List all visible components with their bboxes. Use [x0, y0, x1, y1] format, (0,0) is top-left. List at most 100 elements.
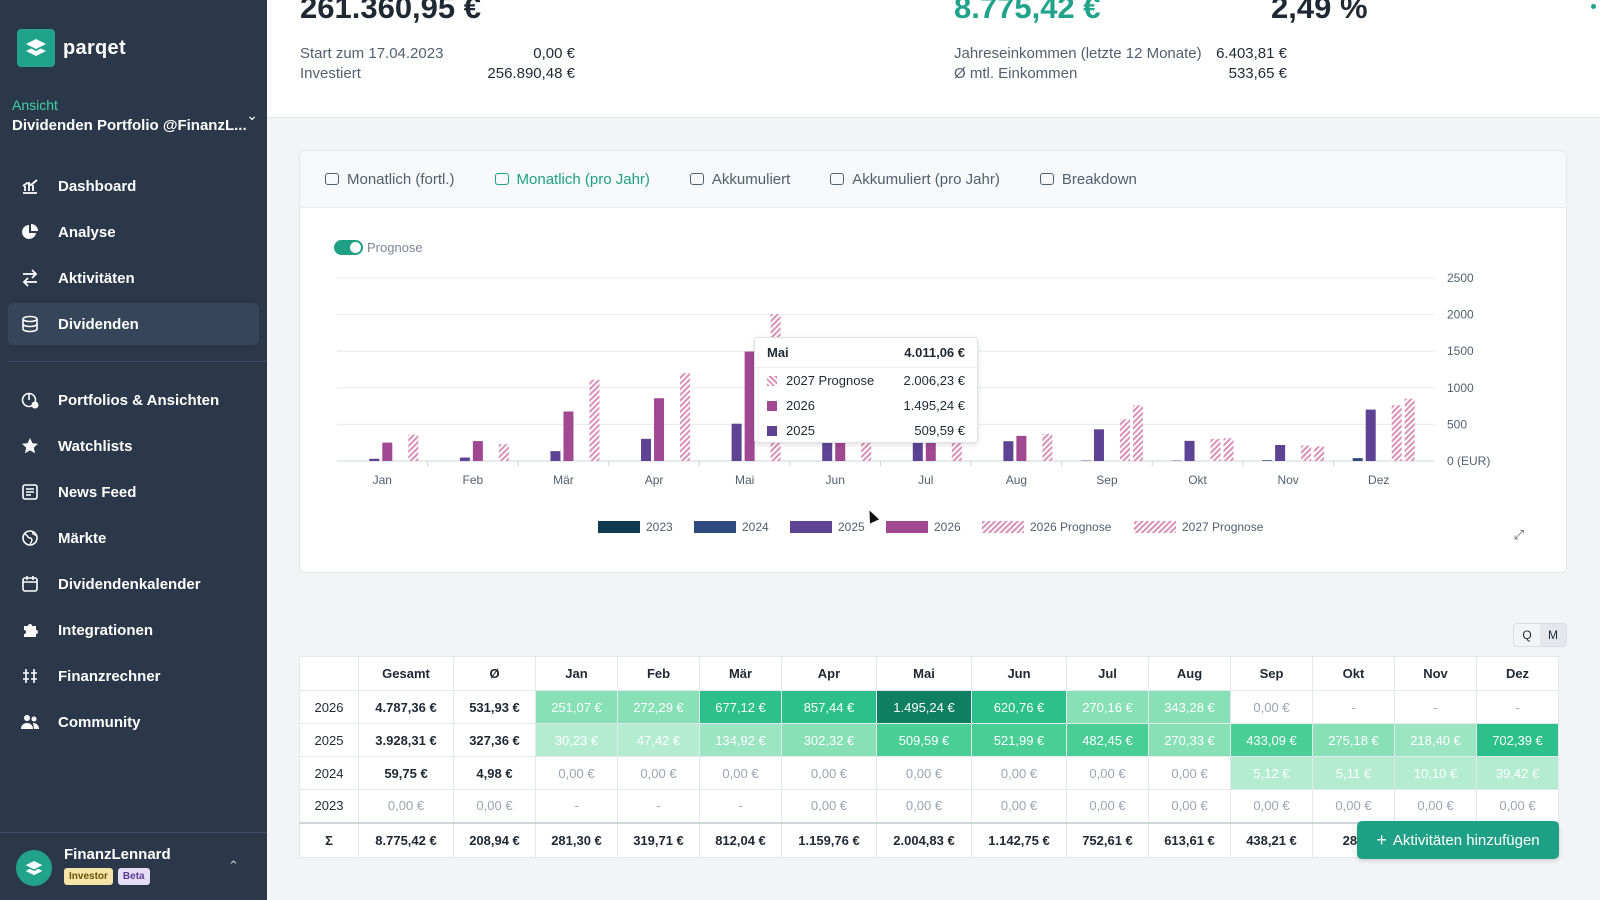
- table-cell: 134,92 €: [699, 723, 782, 757]
- table-cell: 343,28 €: [1148, 690, 1231, 724]
- bar-2025: [1184, 440, 1195, 461]
- sum-cell: 613,61 €: [1148, 821, 1231, 858]
- quarter-month-toggle[interactable]: Q M: [1513, 623, 1567, 647]
- bar-2025: [1003, 441, 1014, 461]
- sidebar-item-label: Portfolios & Ansichten: [58, 391, 220, 409]
- column-header[interactable]: Gesamt: [358, 656, 454, 691]
- sidebar-item-märkte[interactable]: Märkte: [8, 517, 259, 559]
- tab-breakdown[interactable]: Breakdown: [1039, 171, 1137, 188]
- column-header[interactable]: Jun: [971, 656, 1067, 691]
- table-cell: 251,07 €: [535, 690, 618, 724]
- column-header[interactable]: Feb: [617, 656, 700, 691]
- portfolio-icon: [20, 390, 40, 410]
- sidebar: parqet Ansicht Dividenden Portfolio @Fin…: [0, 0, 267, 900]
- y-tick-label: 500: [1447, 417, 1467, 431]
- total-value: 261.360,95 €: [300, 0, 482, 25]
- x-tick-label: Mär: [553, 473, 574, 487]
- month-button[interactable]: M: [1540, 624, 1566, 646]
- y-tick-label: 1000: [1447, 381, 1474, 395]
- column-header[interactable]: Jan: [535, 656, 618, 691]
- y-tick-label: 2500: [1447, 271, 1474, 285]
- bar-2025: [459, 457, 470, 461]
- legend-swatch: [982, 521, 1024, 533]
- table-cell: 857,44 €: [781, 690, 877, 724]
- column-header[interactable]: Nov: [1394, 656, 1477, 691]
- chevron-up-icon[interactable]: ⌃: [228, 858, 239, 873]
- user-profile[interactable]: FinanzLennard Investor Beta: [16, 846, 171, 886]
- column-header[interactable]: [299, 656, 359, 691]
- column-header[interactable]: Mai: [876, 656, 972, 691]
- column-header[interactable]: Apr: [781, 656, 877, 691]
- table-cell: 0,00 €: [971, 789, 1067, 823]
- table-cell: -: [699, 789, 782, 823]
- tab-monatlich-fortl[interactable]: Monatlich (fortl.): [325, 171, 455, 188]
- legend-swatch: [886, 521, 928, 533]
- column-header[interactable]: Jul: [1066, 656, 1149, 691]
- sidebar-item-dividenden[interactable]: Dividenden: [8, 303, 259, 345]
- table-cell: 531,93 €: [453, 690, 536, 724]
- sum-cell: 2.004,83 €: [876, 821, 972, 858]
- view-selector[interactable]: Ansicht Dividenden Portfolio @FinanzL...…: [12, 97, 258, 134]
- tooltip-row-label: 2025: [786, 423, 815, 438]
- legend-label: 2026 Prognose: [1030, 520, 1112, 534]
- sidebar-item-analyse[interactable]: Analyse: [8, 211, 259, 253]
- add-activities-label: Aktivitäten hinzufügen: [1392, 831, 1540, 849]
- column-header[interactable]: Aug: [1148, 656, 1231, 691]
- sidebar-item-watchlists[interactable]: Watchlists: [8, 425, 259, 467]
- app-logo[interactable]: parqet: [17, 29, 126, 67]
- table-cell: 0,00 €: [699, 756, 782, 790]
- sidebar-item-portfolios-ansichten[interactable]: Portfolios & Ansichten: [8, 379, 259, 421]
- add-activities-button[interactable]: + Aktivitäten hinzufügen: [1357, 821, 1559, 859]
- tab-akkumuliert-pro-jahr[interactable]: Akkumuliert (pro Jahr): [830, 171, 1000, 188]
- column-header[interactable]: Sep: [1230, 656, 1313, 691]
- tab-label: Akkumuliert (pro Jahr): [852, 170, 1000, 188]
- sidebar-item-dividendenkalender[interactable]: Dividendenkalender: [8, 563, 259, 605]
- sidebar-item-label: Märkte: [58, 529, 107, 547]
- bar-2024: [1352, 458, 1363, 461]
- x-tick-label: Sep: [1096, 473, 1118, 487]
- table-cell: 5,11 €: [1312, 756, 1395, 790]
- table-cell: -: [1476, 690, 1559, 724]
- calendar-icon: [20, 574, 40, 594]
- column-header[interactable]: Dez: [1476, 656, 1559, 691]
- dividend-table: Gesamt Ø Jan Feb Mär Apr Mai Jun Jul Aug Sep Okt Nov…: [299, 656, 1559, 858]
- sidebar-item-dashboard[interactable]: Dashboard: [8, 165, 259, 207]
- table-cell: 10,10 €: [1394, 756, 1477, 790]
- column-header[interactable]: Ø: [453, 656, 536, 691]
- x-tick-label: Apr: [645, 473, 664, 487]
- annual-income-label: Jahreseinkommen (letzte 12 Monate): [954, 45, 1202, 62]
- sum-cell: Σ: [299, 821, 359, 858]
- y-tick-label: 0 (EUR): [1447, 454, 1490, 468]
- table-cell: 702,39 €: [1476, 723, 1559, 757]
- bar-chart-icon: [20, 176, 40, 196]
- app-name: parqet: [63, 36, 126, 59]
- legend-swatch: [790, 521, 832, 533]
- bar-2026: [563, 411, 574, 461]
- table-cell: 0,00 €: [876, 789, 972, 823]
- sidebar-item-community[interactable]: Community: [8, 701, 259, 743]
- quarter-button[interactable]: Q: [1522, 628, 1532, 642]
- sidebar-item-integrationen[interactable]: Integrationen: [8, 609, 259, 651]
- sidebar-item-news-feed[interactable]: News Feed: [8, 471, 259, 513]
- table-cell: 0,00 €: [1476, 789, 1559, 823]
- tab-monatlich-pro-jahr[interactable]: Monatlich (pro Jahr): [494, 171, 650, 188]
- column-header[interactable]: Okt: [1312, 656, 1395, 691]
- forecast-toggle[interactable]: Prognose: [334, 240, 423, 255]
- table-cell: 0,00 €: [617, 756, 700, 790]
- sidebar-item-finanzrechner[interactable]: Finanzrechner: [8, 655, 259, 697]
- table-cell: 0,00 €: [1066, 789, 1149, 823]
- table-cell: 0,00 €: [971, 756, 1067, 790]
- table-cell: 270,33 €: [1148, 723, 1231, 757]
- monthly-income-value: 533,65 €: [1228, 65, 1287, 82]
- sidebar-item-aktivitäten[interactable]: Aktivitäten: [8, 257, 259, 299]
- bar-2026: [744, 351, 755, 461]
- column-header[interactable]: Mär: [699, 656, 782, 691]
- sidebar-item-label: Analyse: [58, 223, 116, 241]
- sidebar-item-label: Watchlists: [58, 437, 133, 455]
- bar-2027-prognose: [1042, 433, 1053, 461]
- tab-akkumuliert[interactable]: Akkumuliert: [689, 171, 790, 188]
- bar-2027-prognose: [498, 444, 509, 461]
- tooltip-row-value: 2.006,23 €: [903, 373, 965, 388]
- toggle-switch[interactable]: [334, 240, 363, 255]
- expand-icon[interactable]: ⤢: [1513, 527, 1524, 542]
